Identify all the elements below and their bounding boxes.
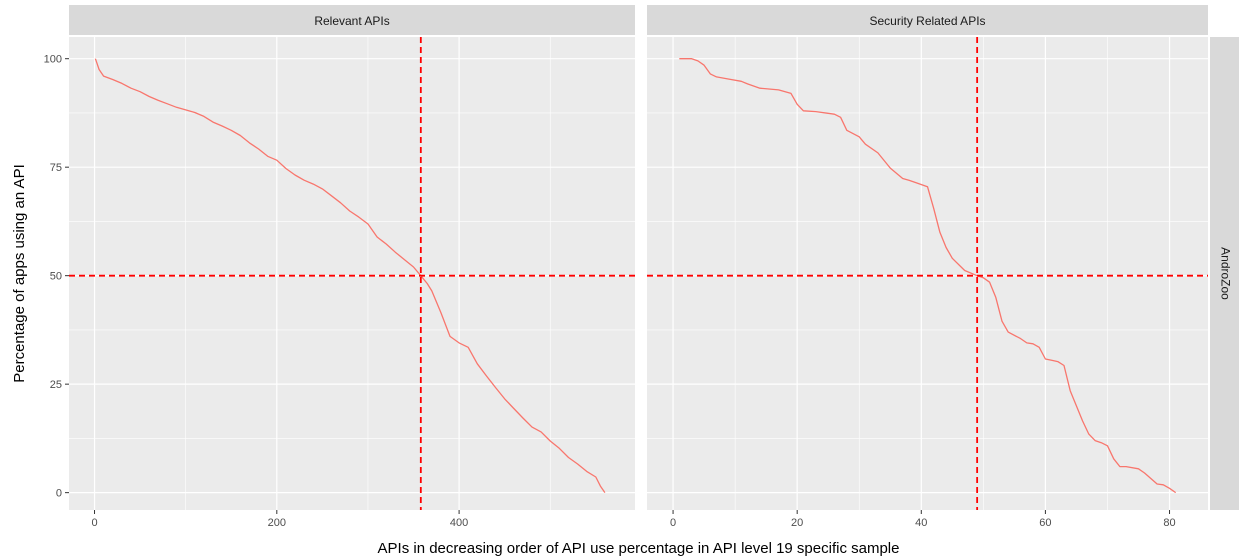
x-tick-label: 40 bbox=[915, 517, 927, 529]
panel-background bbox=[647, 37, 1208, 510]
y-tick-label: 75 bbox=[50, 162, 62, 174]
panel-1: Relevant APIs 0 200 400 bbox=[69, 5, 635, 529]
x-tick-label: 400 bbox=[450, 517, 468, 529]
y-tick-label: 25 bbox=[50, 379, 62, 391]
y-tick-label: 50 bbox=[50, 271, 62, 283]
x-tick-label: 80 bbox=[1163, 517, 1175, 529]
series-line bbox=[94, 58, 606, 493]
x-tick-label: 60 bbox=[1039, 517, 1051, 529]
x-tick-label: 0 bbox=[91, 517, 97, 529]
x-tick-label: 200 bbox=[268, 517, 286, 529]
x-tick-label: 0 bbox=[670, 517, 676, 529]
y-axis-title: Percentage of apps using an API bbox=[11, 164, 28, 383]
panel-title: Relevant APIs bbox=[314, 14, 389, 28]
row-strip-label: AndroZoo bbox=[1218, 247, 1232, 300]
panel-strip bbox=[647, 5, 1208, 35]
y-tick-label: 0 bbox=[56, 488, 62, 500]
panel-2: Security Related APIs 0 20 40 60 80 bbox=[647, 5, 1208, 529]
series-line bbox=[679, 58, 1177, 494]
x-axis-title: APIs in decreasing order of API use perc… bbox=[378, 540, 900, 557]
y-tick-label: 100 bbox=[44, 54, 62, 66]
panel-title: Security Related APIs bbox=[869, 14, 985, 28]
row-strip bbox=[1210, 37, 1239, 510]
panel-strip bbox=[69, 5, 635, 35]
x-tick-label: 20 bbox=[791, 517, 803, 529]
